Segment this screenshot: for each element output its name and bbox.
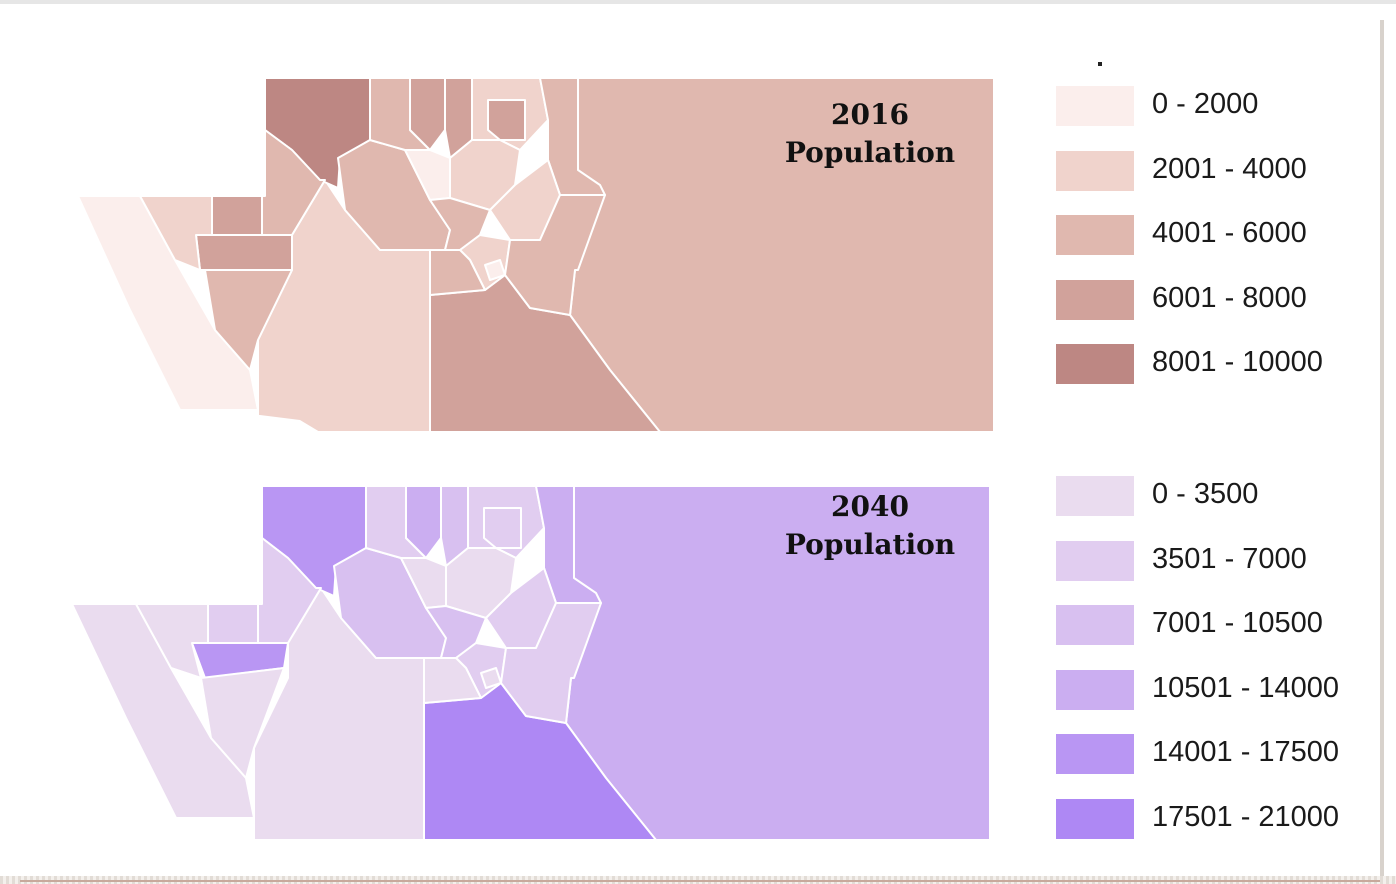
legend-label: 0 - 3500 — [1152, 478, 1259, 510]
zone-core-6 — [429, 249, 486, 296]
zone-west-strip — [139, 195, 213, 271]
legend-label: 14001 - 17500 — [1152, 736, 1340, 768]
legend-swatch — [1056, 215, 1134, 255]
map-year-2040: 2040 — [831, 490, 909, 523]
zone-west-mid — [211, 195, 263, 236]
map-2016-svg — [77, 77, 995, 433]
legend-swatch — [1056, 669, 1134, 710]
zone-northwest-east — [261, 129, 326, 236]
legend-label: 10501 - 14000 — [1152, 671, 1340, 704]
legend-label: 3501 - 7000 — [1152, 542, 1307, 575]
window-right-border — [1380, 20, 1384, 880]
zone-east-edge — [500, 602, 602, 724]
zone-north-5 — [483, 507, 522, 549]
coastline-bottom — [180, 410, 320, 432]
legend-swatch — [1056, 476, 1134, 516]
map-title-2040: 2040 Population — [760, 488, 980, 564]
legend-label: 0 - 2000 — [1152, 88, 1259, 120]
zone-north-2 — [409, 77, 446, 151]
zone-north-5 — [487, 99, 526, 141]
map-year-2016: 2016 — [831, 98, 909, 131]
legend-swatch — [1056, 150, 1134, 191]
zone-west-mid — [207, 603, 259, 644]
zone-west-lower — [204, 269, 293, 371]
legend-swatch — [1056, 798, 1134, 839]
zone-north-2 — [405, 485, 442, 559]
zone-west-central — [253, 587, 425, 841]
legend-swatch — [1056, 540, 1134, 581]
legend-swatch — [1056, 279, 1134, 320]
legend-label: 7001 - 10500 — [1152, 607, 1323, 639]
zone-core-7 — [480, 667, 502, 689]
map-2016-population — [0, 70, 1000, 440]
map-label-2040: Population — [784, 528, 956, 561]
window-bottom-line — [20, 880, 1380, 882]
zone-core-6 — [423, 657, 482, 704]
map-label-2016: Population — [784, 136, 956, 169]
legend-label: 2001 - 4000 — [1152, 152, 1307, 185]
legend-label: 17501 - 21000 — [1152, 800, 1340, 833]
map-title-2016: 2016 Population — [760, 96, 980, 172]
zone-northwest-east — [257, 537, 322, 644]
legend-swatch — [1056, 734, 1134, 774]
map-2040-population — [0, 478, 1000, 848]
legend-swatch — [1056, 86, 1134, 126]
zone-west-lower — [200, 667, 285, 779]
legend-swatch — [1056, 344, 1134, 384]
legend-label: 4001 - 6000 — [1152, 217, 1307, 249]
zone-west-band — [195, 234, 293, 271]
legend-label: 6001 - 8000 — [1152, 281, 1307, 314]
zone-east-edge — [504, 194, 606, 316]
legend-label: 8001 - 10000 — [1152, 346, 1323, 378]
zone-core-7 — [484, 259, 506, 281]
legend-swatch — [1056, 605, 1134, 645]
map-2040-svg — [71, 485, 991, 841]
window-top-border — [0, 0, 1396, 4]
legend-marker-2016 — [1098, 62, 1102, 66]
zone-west-strip — [135, 603, 209, 679]
